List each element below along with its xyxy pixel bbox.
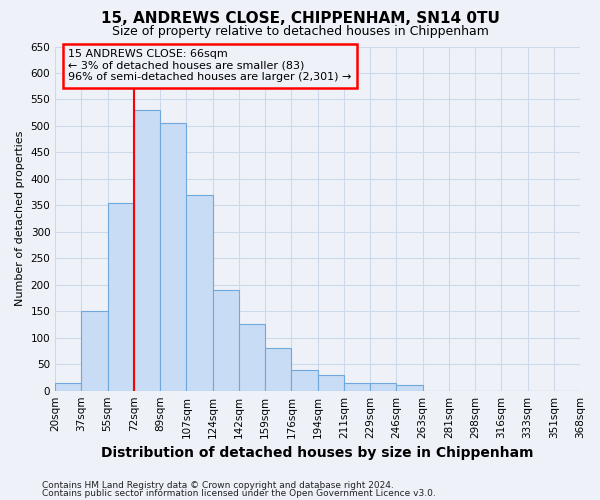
X-axis label: Distribution of detached houses by size in Chippenham: Distribution of detached houses by size … — [101, 446, 534, 460]
Y-axis label: Number of detached properties: Number of detached properties — [15, 131, 25, 306]
Bar — [187, 195, 212, 390]
Bar — [292, 370, 317, 390]
Bar — [317, 375, 344, 390]
Text: 15 ANDREWS CLOSE: 66sqm
← 3% of detached houses are smaller (83)
96% of semi-det: 15 ANDREWS CLOSE: 66sqm ← 3% of detached… — [68, 49, 352, 82]
Bar — [55, 382, 82, 390]
Bar — [239, 324, 265, 390]
Bar — [212, 290, 239, 390]
Bar — [397, 386, 422, 390]
Text: Contains public sector information licensed under the Open Government Licence v3: Contains public sector information licen… — [42, 489, 436, 498]
Text: Contains HM Land Registry data © Crown copyright and database right 2024.: Contains HM Land Registry data © Crown c… — [42, 480, 394, 490]
Bar — [265, 348, 292, 391]
Bar — [82, 312, 107, 390]
Bar — [344, 382, 370, 390]
Text: Size of property relative to detached houses in Chippenham: Size of property relative to detached ho… — [112, 24, 488, 38]
Bar — [134, 110, 160, 390]
Bar — [160, 124, 187, 390]
Bar — [370, 382, 397, 390]
Bar — [107, 202, 134, 390]
Text: 15, ANDREWS CLOSE, CHIPPENHAM, SN14 0TU: 15, ANDREWS CLOSE, CHIPPENHAM, SN14 0TU — [101, 11, 499, 26]
